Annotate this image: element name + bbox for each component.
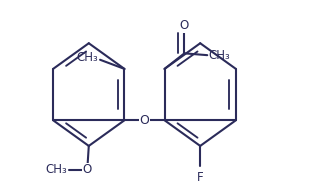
Text: CH₃: CH₃ [209,49,231,62]
Text: O: O [180,19,189,32]
Text: F: F [197,171,204,184]
Text: CH₃: CH₃ [77,51,99,64]
Text: CH₃: CH₃ [46,163,67,176]
Text: O: O [83,163,92,176]
Text: O: O [140,114,149,127]
